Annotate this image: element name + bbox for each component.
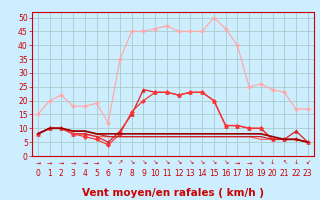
Text: ↓: ↓ [293, 160, 299, 165]
Text: →: → [94, 160, 99, 165]
Text: ↗: ↗ [117, 160, 123, 165]
Text: →: → [35, 160, 41, 165]
Text: Vent moyen/en rafales ( km/h ): Vent moyen/en rafales ( km/h ) [82, 188, 264, 198]
Text: 17: 17 [233, 170, 242, 178]
Text: 13: 13 [186, 170, 195, 178]
Text: ↓: ↓ [270, 160, 275, 165]
Text: ↙: ↙ [305, 160, 310, 165]
Text: 23: 23 [303, 170, 313, 178]
Text: 6: 6 [106, 170, 111, 178]
Text: →: → [235, 160, 240, 165]
Text: 9: 9 [141, 170, 146, 178]
Text: 19: 19 [256, 170, 266, 178]
Text: 0: 0 [36, 170, 40, 178]
Text: ↘: ↘ [164, 160, 170, 165]
Text: 10: 10 [150, 170, 160, 178]
Text: 20: 20 [268, 170, 277, 178]
Text: →: → [70, 160, 76, 165]
Text: 12: 12 [174, 170, 183, 178]
Text: 21: 21 [279, 170, 289, 178]
Text: 2: 2 [59, 170, 64, 178]
Text: 1: 1 [47, 170, 52, 178]
Text: 4: 4 [82, 170, 87, 178]
Text: 22: 22 [291, 170, 301, 178]
Text: ↖: ↖ [282, 160, 287, 165]
Text: →: → [246, 160, 252, 165]
Text: ↘: ↘ [141, 160, 146, 165]
Text: 5: 5 [94, 170, 99, 178]
Text: ↘: ↘ [106, 160, 111, 165]
Text: 7: 7 [117, 170, 123, 178]
Text: 3: 3 [71, 170, 76, 178]
Text: ↘: ↘ [188, 160, 193, 165]
Text: ↘: ↘ [153, 160, 158, 165]
Text: →: → [47, 160, 52, 165]
Text: 11: 11 [162, 170, 172, 178]
Text: 8: 8 [129, 170, 134, 178]
Text: 16: 16 [221, 170, 230, 178]
Text: ↘: ↘ [211, 160, 217, 165]
Text: ↘: ↘ [199, 160, 205, 165]
Text: ↘: ↘ [176, 160, 181, 165]
Text: ↘: ↘ [223, 160, 228, 165]
Text: →: → [59, 160, 64, 165]
Text: 18: 18 [244, 170, 254, 178]
Text: ↘: ↘ [258, 160, 263, 165]
Text: 14: 14 [197, 170, 207, 178]
Text: →: → [82, 160, 87, 165]
Text: 15: 15 [209, 170, 219, 178]
Text: ↘: ↘ [129, 160, 134, 165]
